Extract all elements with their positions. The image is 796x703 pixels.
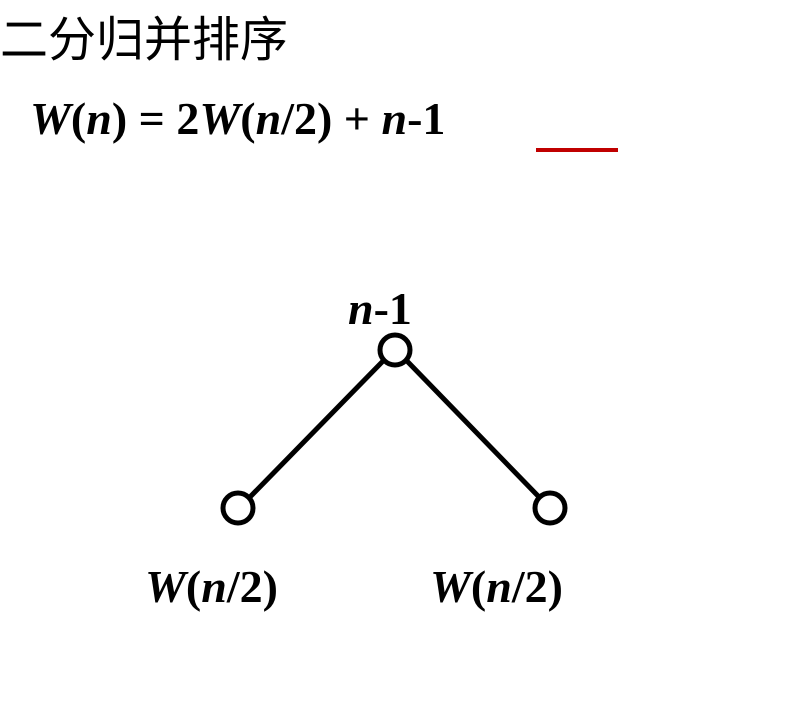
label-right: W(n/2) <box>430 560 563 613</box>
label-left: W(n/2) <box>145 560 278 613</box>
label-root: n-1 <box>348 282 412 335</box>
edge-right <box>406 360 540 498</box>
node-root <box>380 335 410 365</box>
node-right <box>535 493 565 523</box>
node-left <box>223 493 253 523</box>
edge-left <box>249 360 384 498</box>
page-title: 二分归并排序 <box>0 0 288 70</box>
recurrence-equation: W(n) = 2W(n/2) + n-1 <box>30 92 445 145</box>
equation-underline <box>536 148 618 152</box>
